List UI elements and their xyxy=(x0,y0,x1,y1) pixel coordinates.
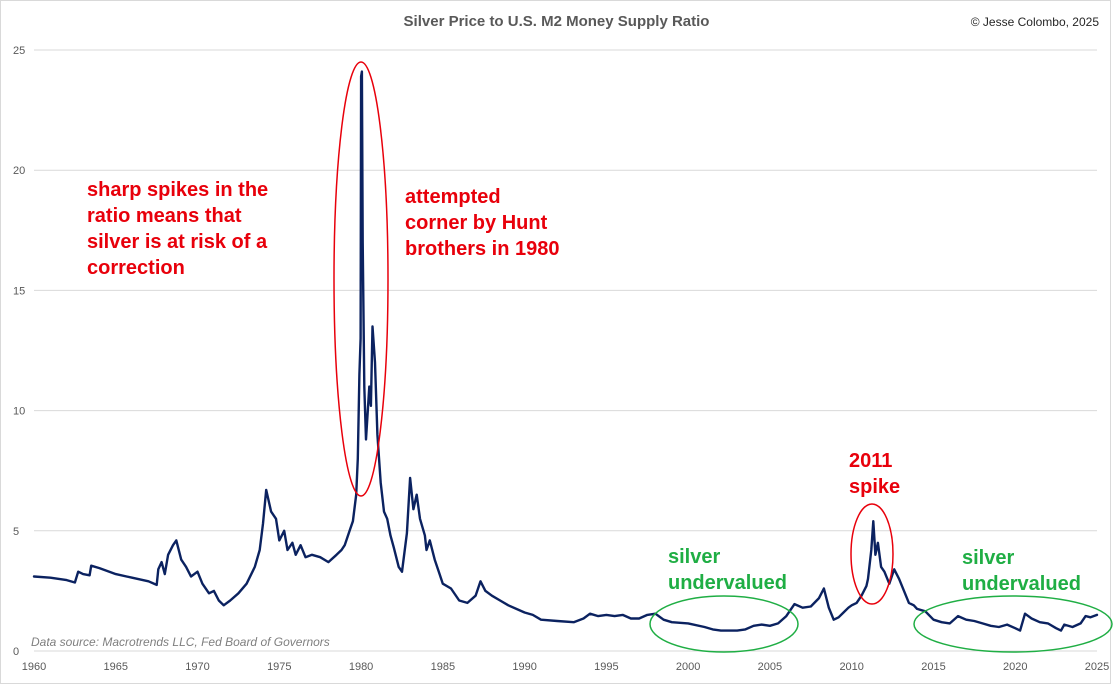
y-tick-label: 5 xyxy=(13,526,19,538)
hunt-spike-highlight-ellipse xyxy=(333,61,389,497)
x-tick-label: 1990 xyxy=(512,661,536,673)
y-tick-label: 25 xyxy=(13,45,25,57)
x-tick-label: 2000 xyxy=(676,661,700,673)
x-tick-label: 2010 xyxy=(839,661,863,673)
ratio-series-line xyxy=(32,70,1099,632)
y-tick-label: 20 xyxy=(13,165,25,177)
copyright-text: © Jesse Colombo, 2025 xyxy=(970,15,1099,29)
x-tick-label: 2015 xyxy=(921,661,945,673)
x-tick-label: 1995 xyxy=(594,661,618,673)
y-tick-label: 0 xyxy=(13,646,19,658)
undervalued-2000s-ellipse xyxy=(649,595,799,653)
annotation-undervalued-2020s: silver undervalued xyxy=(962,547,1081,595)
x-tick-label: 2005 xyxy=(758,661,782,673)
x-tick-label: 2020 xyxy=(1003,661,1027,673)
x-tick-label: 1965 xyxy=(104,661,128,673)
annotation-sharp-spikes: sharp spikes in the ratio means that sil… xyxy=(87,179,269,279)
2011-spike-highlight-ellipse xyxy=(850,503,894,605)
undervalued-2020s-ellipse xyxy=(913,595,1113,653)
annotation-undervalued-2000s: silver undervalued xyxy=(668,546,787,594)
annotation-hunt-brothers: attempted corner by Hunt brothers in 198… xyxy=(405,186,560,260)
x-tick-label: 1960 xyxy=(22,661,46,673)
y-tick-label: 10 xyxy=(13,406,25,418)
x-tick-label: 1985 xyxy=(431,661,455,673)
data-source-note: Data source: Macrotrends LLC, Fed Board … xyxy=(31,635,330,649)
annotation-2011-spike: 2011 spike xyxy=(849,450,901,498)
chart-title: Silver Price to U.S. M2 Money Supply Rat… xyxy=(403,13,710,30)
y-tick-label: 15 xyxy=(13,285,25,297)
x-tick-label: 1980 xyxy=(349,661,373,673)
x-tick-label: 1970 xyxy=(185,661,209,673)
x-tick-label: 2025 xyxy=(1085,661,1109,673)
x-tick-label: 1975 xyxy=(267,661,291,673)
